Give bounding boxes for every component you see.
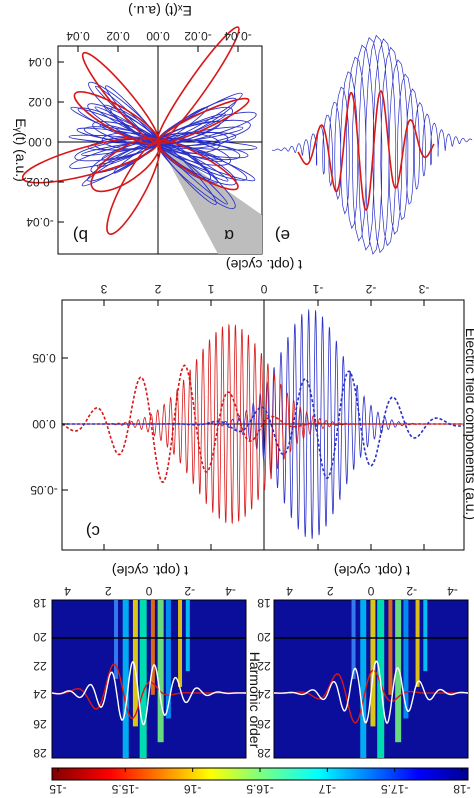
colorbar-tick-label: -17.5 [381, 782, 409, 796]
map-y-tick-label-right: 28 [257, 746, 271, 760]
right-harmonic-map [273, 599, 469, 759]
map-x-tick-label: -4 [225, 584, 236, 598]
panel-c-x-tick-label: 3 [100, 282, 107, 296]
panel-c: t (opt. cycle) -3 -2 -1 0 1 2 3 -0.05 0.00 0.05 c… [30, 257, 474, 551]
colorbar-tick-label: -15 [49, 782, 67, 796]
panel-b-y-tick-label: -0.04 [26, 215, 54, 229]
panel-b-x-tick-label: -0.02 [184, 29, 212, 43]
harmonic-streak [423, 600, 428, 672]
map-x-tick-label: 2 [327, 584, 334, 598]
panel-c-x-tick-label: 1 [207, 282, 214, 296]
colorbar-tick-label: -16.5 [246, 782, 274, 796]
left-harmonic-map [51, 599, 247, 759]
panel-b-y-tick-label: 0.02 [28, 95, 52, 109]
harmonic-streak [370, 600, 376, 727]
panel-c-y-tick-label: 0.00 [32, 417, 56, 431]
panel-e-3d-field [271, 34, 473, 255]
panel-c-blue-envelope [62, 370, 465, 480]
panel-c-y-tick-label: -0.05 [30, 483, 58, 497]
panel-b-x-tick-label: 0.02 [106, 29, 130, 43]
harmonic-streak [395, 600, 402, 743]
map-y-tick-label-left: 20 [33, 630, 47, 644]
harmonic-streak [150, 600, 155, 695]
map-x-tick-label: 4 [286, 584, 293, 598]
panel-c-top-x-label: t (opt. cycle) [226, 257, 302, 273]
panel-b-x-tick-label: -0.04 [224, 29, 252, 43]
harmonic-streak [351, 600, 356, 679]
harmonic-streak [139, 600, 147, 758]
panel-b-x-tick-label: 0.00 [146, 29, 170, 43]
map-y-tick-label-left: 26 [33, 717, 47, 731]
panel-b-left-axis-label: Eᵧ(t) (a.u.) [13, 118, 29, 182]
harmonic-streak [360, 600, 367, 758]
panel-b-top-axis-label: Eₓ(t) (a.u.) [128, 3, 192, 19]
harmonic-streak [178, 600, 183, 687]
left-map-x-label: t (opt. cycle) [112, 563, 188, 579]
panel-e-blue-trace [271, 34, 473, 255]
harmonic-streak [403, 600, 409, 719]
harmonic-streak [114, 600, 119, 679]
panel-c-x-tick-label: -2 [365, 282, 376, 296]
panel-e-letter: e) [275, 226, 290, 245]
panel-c-y-tick-label: 0.05 [32, 351, 56, 365]
map-y-tick-label-right: 18 [257, 596, 271, 610]
panel-c-field-traces [61, 309, 465, 539]
map-x-tick-label: -2 [184, 584, 195, 598]
harmonic-streak [165, 600, 171, 719]
panel-e-red-trace [297, 90, 435, 211]
map-y-tick-label-right: 20 [257, 630, 271, 644]
map-x-tick-label: 4 [64, 584, 71, 598]
panel-b-letter: b) [73, 226, 88, 245]
map-x-tick-label: -4 [447, 584, 458, 598]
colorbar-tick-label: -18 [453, 782, 471, 796]
right-map-x-label: t (opt. cycle) [334, 563, 410, 579]
panel-b-y-tick-label: 0.00 [28, 135, 52, 149]
harmonic-order-label: Harmonic order [247, 652, 263, 749]
map-x-tick-label: 0 [145, 584, 152, 598]
map-white-trace [274, 660, 469, 724]
panel-c-y-label: Electric field components (a.u.) [463, 328, 474, 520]
map-background [51, 599, 247, 759]
panel-c-letter: c) [86, 522, 100, 541]
colorbar-tick-label: -17 [318, 782, 336, 796]
panel-b-y-tick-label: -0.02 [26, 175, 54, 189]
map-y-tick-label-right: 24 [257, 687, 271, 701]
map-y-tick-label-left: 28 [33, 746, 47, 760]
map-y-tick-label-left: 24 [33, 687, 47, 701]
panel-b-y-tick-label: 0.04 [28, 55, 52, 69]
map-y-tick-label-left: 18 [33, 596, 47, 610]
harmonic-streak [388, 600, 393, 695]
map-y-tick-label-left: 22 [33, 659, 47, 673]
panel-c-x-tick-label: 2 [154, 282, 161, 296]
map-x-tick-label: -2 [406, 584, 417, 598]
panel-b-trajectories [21, 26, 258, 235]
panel-c-x-tick-label: 0 [260, 282, 267, 296]
harmonic-streak [415, 600, 420, 687]
harmonic-streak [157, 600, 164, 743]
map-y-tick-label-right: 26 [257, 717, 271, 731]
map-white-trace [51, 661, 246, 726]
colorbar-tick-label: -15.5 [111, 782, 139, 796]
colorbar-tick-label: -16 [184, 782, 202, 796]
map-x-tick-label: 0 [367, 584, 374, 598]
map-y-tick-label-right: 22 [257, 659, 271, 673]
panel-c-x-tick-label: -1 [312, 282, 323, 296]
alpha-label: α [224, 226, 234, 245]
panel-e: e) [271, 34, 473, 255]
panel-b-x-tick-label: 0.04 [66, 29, 90, 43]
panel-b: -0.04 -0.02 0.00 0.02 0.04 -0.04 -0.02 0.00 0.02… [13, 3, 263, 255]
colorbar: -18 -17.5 -17 -16.5 -16 -15.5 -15 [49, 767, 471, 796]
panel-c-x-tick-label: -3 [418, 282, 429, 296]
map-x-tick-label: 2 [105, 584, 112, 598]
harmonic-streak [185, 600, 190, 672]
harmonic-streak [132, 600, 138, 727]
red-ellipse [21, 136, 159, 184]
harmonic-streak [122, 600, 129, 758]
